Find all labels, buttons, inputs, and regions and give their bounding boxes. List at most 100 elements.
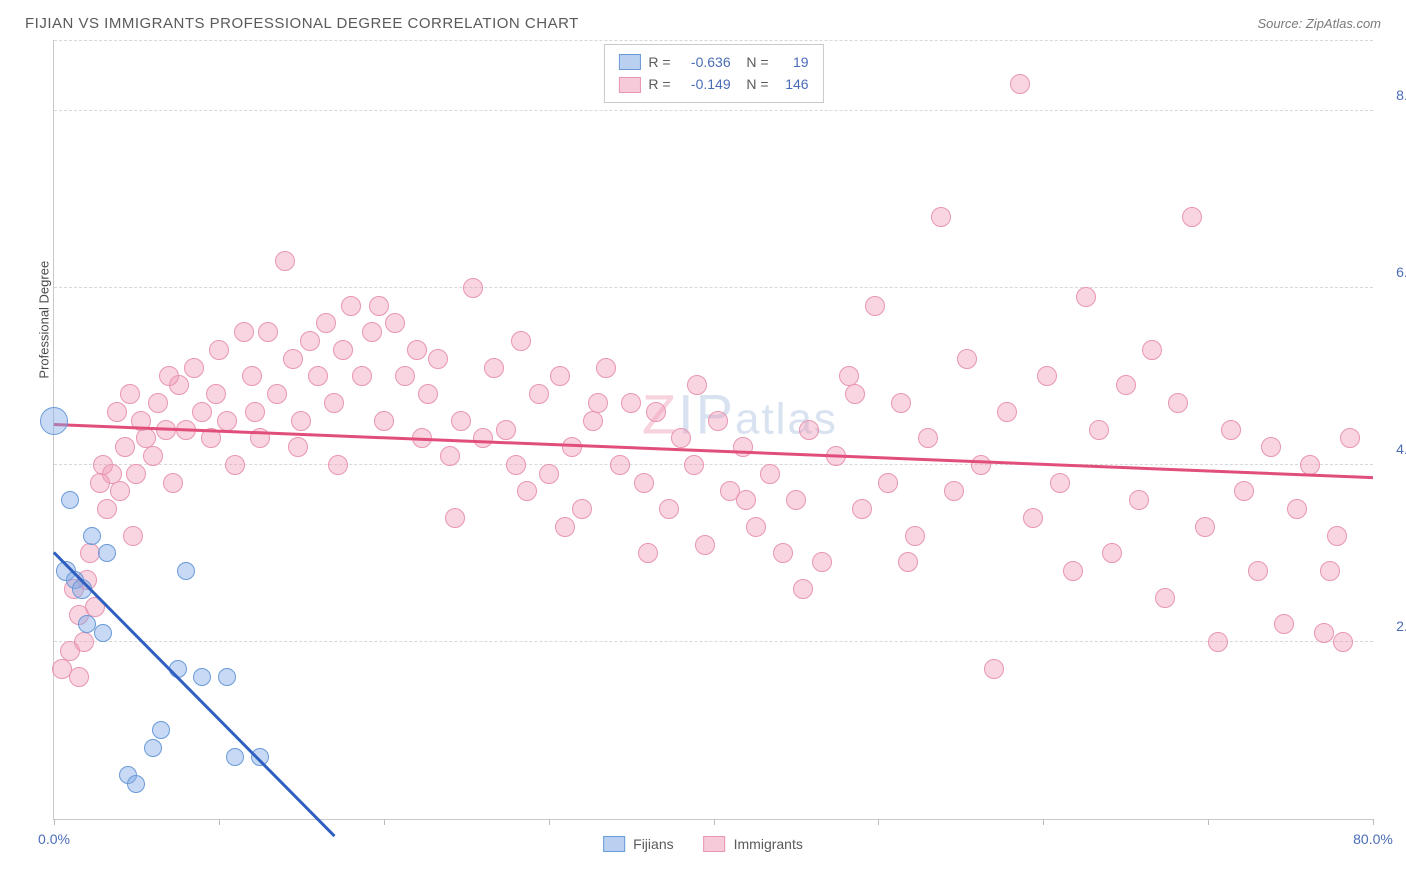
scatter-marker-immigrants bbox=[1248, 561, 1268, 581]
scatter-marker-immigrants bbox=[148, 393, 168, 413]
ytick-label: 2.0% bbox=[1396, 618, 1406, 634]
scatter-marker-immigrants bbox=[634, 473, 654, 493]
scatter-marker-immigrants bbox=[511, 331, 531, 351]
scatter-marker-immigrants bbox=[206, 384, 226, 404]
scatter-marker-immigrants bbox=[159, 366, 179, 386]
scatter-marker-fijians bbox=[193, 668, 211, 686]
scatter-marker-immigrants bbox=[957, 349, 977, 369]
gridline-h bbox=[54, 40, 1373, 41]
scatter-marker-immigrants bbox=[1182, 207, 1202, 227]
gridline-h bbox=[54, 641, 1373, 642]
scatter-marker-immigrants bbox=[971, 455, 991, 475]
xtick-label: 0.0% bbox=[38, 831, 70, 847]
scatter-marker-immigrants bbox=[1320, 561, 1340, 581]
scatter-marker-fijians bbox=[251, 748, 269, 766]
scatter-marker-immigrants bbox=[695, 535, 715, 555]
scatter-marker-immigrants bbox=[225, 455, 245, 475]
scatter-marker-immigrants bbox=[812, 552, 832, 572]
scatter-marker-fijians bbox=[40, 407, 68, 435]
scatter-marker-immigrants bbox=[1155, 588, 1175, 608]
scatter-marker-immigrants bbox=[120, 384, 140, 404]
scatter-marker-immigrants bbox=[115, 437, 135, 457]
scatter-marker-immigrants bbox=[445, 508, 465, 528]
r-label: R = bbox=[648, 73, 670, 95]
scatter-marker-fijians bbox=[218, 668, 236, 686]
scatter-marker-immigrants bbox=[1327, 526, 1347, 546]
scatter-marker-immigrants bbox=[1023, 508, 1043, 528]
scatter-marker-fijians bbox=[78, 615, 96, 633]
swatch-immigrants bbox=[618, 77, 640, 93]
trendline-immigrants bbox=[54, 423, 1373, 479]
scatter-marker-immigrants bbox=[733, 437, 753, 457]
scatter-marker-immigrants bbox=[555, 517, 575, 537]
r-label: R = bbox=[648, 51, 670, 73]
scatter-marker-immigrants bbox=[362, 322, 382, 342]
gridline-h bbox=[54, 287, 1373, 288]
scatter-marker-immigrants bbox=[1261, 437, 1281, 457]
scatter-marker-immigrants bbox=[484, 358, 504, 378]
gridline-h bbox=[54, 110, 1373, 111]
scatter-marker-immigrants bbox=[638, 543, 658, 563]
scatter-marker-fijians bbox=[152, 721, 170, 739]
ytick-label: 6.0% bbox=[1396, 264, 1406, 280]
scatter-marker-immigrants bbox=[1287, 499, 1307, 519]
scatter-marker-immigrants bbox=[539, 464, 559, 484]
scatter-marker-immigrants bbox=[878, 473, 898, 493]
scatter-marker-immigrants bbox=[931, 207, 951, 227]
scatter-marker-immigrants bbox=[352, 366, 372, 386]
scatter-marker-immigrants bbox=[316, 313, 336, 333]
trendline-fijians bbox=[53, 551, 335, 836]
xtick bbox=[1208, 819, 1209, 825]
scatter-marker-immigrants bbox=[291, 411, 311, 431]
scatter-marker-immigrants bbox=[74, 632, 94, 652]
n-label: N = bbox=[739, 73, 769, 95]
chart-container: Professional Degree ZIPatlas R = -0.636 … bbox=[13, 40, 1393, 860]
scatter-marker-immigrants bbox=[333, 340, 353, 360]
scatter-marker-immigrants bbox=[596, 358, 616, 378]
scatter-marker-immigrants bbox=[1340, 428, 1360, 448]
stats-row-immigrants: R = -0.149 N = 146 bbox=[618, 73, 808, 95]
scatter-marker-immigrants bbox=[496, 420, 516, 440]
xtick bbox=[219, 819, 220, 825]
swatch-immigrants-icon bbox=[704, 836, 726, 852]
scatter-marker-immigrants bbox=[288, 437, 308, 457]
scatter-marker-immigrants bbox=[97, 499, 117, 519]
gridline-h bbox=[54, 464, 1373, 465]
plot-area: Professional Degree ZIPatlas R = -0.636 … bbox=[53, 40, 1373, 820]
scatter-marker-immigrants bbox=[1142, 340, 1162, 360]
scatter-marker-fijians bbox=[144, 739, 162, 757]
scatter-marker-immigrants bbox=[1314, 623, 1334, 643]
scatter-marker-immigrants bbox=[529, 384, 549, 404]
swatch-fijians-icon bbox=[603, 836, 625, 852]
scatter-marker-immigrants bbox=[984, 659, 1004, 679]
scatter-marker-fijians bbox=[177, 562, 195, 580]
scatter-marker-immigrants bbox=[799, 420, 819, 440]
scatter-marker-immigrants bbox=[1102, 543, 1122, 563]
scatter-marker-immigrants bbox=[1050, 473, 1070, 493]
scatter-marker-immigrants bbox=[1010, 74, 1030, 94]
r-value-immigrants: -0.149 bbox=[679, 73, 731, 95]
xtick bbox=[384, 819, 385, 825]
scatter-marker-immigrants bbox=[1129, 490, 1149, 510]
r-value-fijians: -0.636 bbox=[679, 51, 731, 73]
scatter-marker-immigrants bbox=[572, 499, 592, 519]
scatter-marker-immigrants bbox=[517, 481, 537, 501]
scatter-marker-immigrants bbox=[845, 384, 865, 404]
xtick bbox=[1373, 819, 1374, 825]
scatter-marker-immigrants bbox=[746, 517, 766, 537]
scatter-marker-immigrants bbox=[209, 340, 229, 360]
ytick-label: 4.0% bbox=[1396, 441, 1406, 457]
scatter-marker-immigrants bbox=[786, 490, 806, 510]
scatter-marker-immigrants bbox=[1208, 632, 1228, 652]
scatter-marker-immigrants bbox=[671, 428, 691, 448]
bottom-legend: Fijians Immigrants bbox=[603, 836, 803, 852]
scatter-marker-immigrants bbox=[588, 393, 608, 413]
scatter-marker-immigrants bbox=[583, 411, 603, 431]
scatter-marker-immigrants bbox=[760, 464, 780, 484]
legend-item-immigrants: Immigrants bbox=[704, 836, 803, 852]
scatter-marker-immigrants bbox=[891, 393, 911, 413]
scatter-marker-immigrants bbox=[440, 446, 460, 466]
scatter-marker-immigrants bbox=[451, 411, 471, 431]
scatter-marker-fijians bbox=[98, 544, 116, 562]
scatter-marker-immigrants bbox=[143, 446, 163, 466]
